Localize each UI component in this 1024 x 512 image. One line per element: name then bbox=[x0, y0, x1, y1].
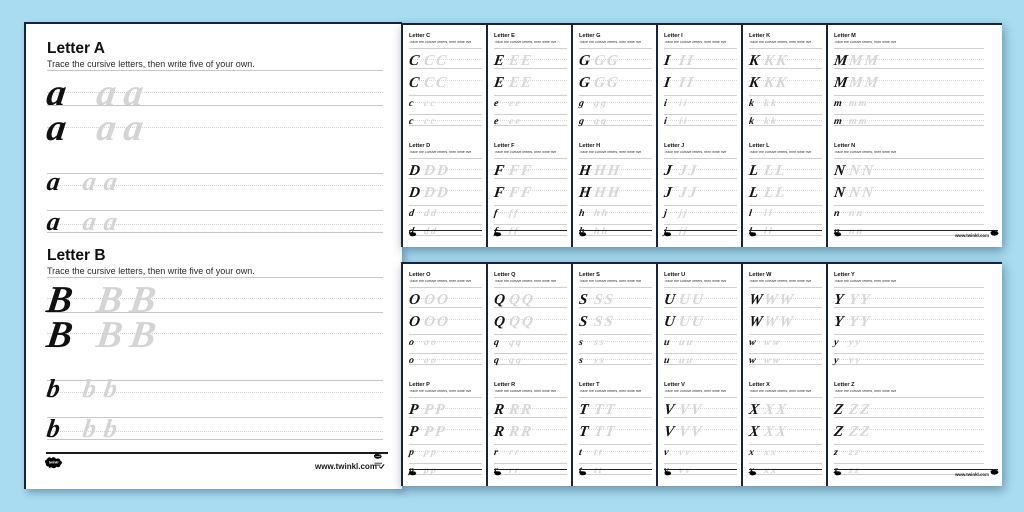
svg-text:twinkl: twinkl bbox=[49, 461, 59, 465]
